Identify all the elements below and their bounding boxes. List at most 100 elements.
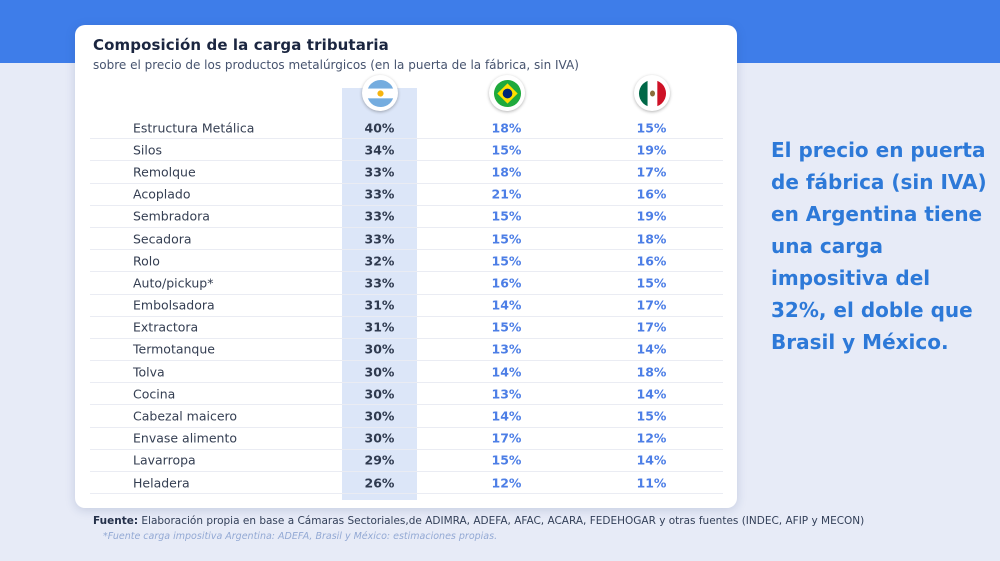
mexico-value: 19% xyxy=(636,208,667,224)
product-label: Acoplado xyxy=(133,186,191,202)
table-row: Cabezal maicero 30% 14% 15% xyxy=(90,405,723,428)
mexico-value: 14% xyxy=(636,341,667,357)
table-row: Remolque 33% 18% 17% xyxy=(90,161,723,184)
mexico-value: 15% xyxy=(636,408,667,424)
argentina-value: 40% xyxy=(364,120,395,136)
table-row: Termotanque 30% 13% 14% xyxy=(90,339,723,362)
table-row: Embolsadora 31% 14% 17% xyxy=(90,295,723,317)
brasil-value: 15% xyxy=(491,208,522,224)
product-label: Cocina xyxy=(133,386,176,402)
brasil-value: 14% xyxy=(491,297,522,313)
source-label: Fuente: xyxy=(93,515,139,527)
table-row: Secadora 33% 15% 18% xyxy=(90,228,723,251)
product-label: Rolo xyxy=(133,253,160,269)
mexico-value: 17% xyxy=(636,297,667,313)
brasil-value: 13% xyxy=(491,341,522,357)
product-label: Remolque xyxy=(133,164,196,180)
argentina-value: 33% xyxy=(364,186,395,202)
brasil-value: 16% xyxy=(491,275,522,291)
footer: Fuente: Elaboración propia en base a Cám… xyxy=(93,515,865,542)
product-label: Tolva xyxy=(133,364,165,380)
mexico-value: 18% xyxy=(636,231,667,247)
table-body: Estructura Metálica 40% 18% 15% Silos 34… xyxy=(90,117,723,495)
table-row: Auto/pickup* 33% 16% 15% xyxy=(90,272,723,295)
argentina-value: 33% xyxy=(364,231,395,247)
argentina-flag-icon xyxy=(362,75,398,111)
argentina-value: 26% xyxy=(364,475,395,491)
brasil-value: 15% xyxy=(491,142,522,158)
table-row: Cocina 30% 13% 14% xyxy=(90,383,723,406)
source-text: Fuente: Elaboración propia en base a Cám… xyxy=(93,515,865,527)
mexico-value: 19% xyxy=(636,142,667,158)
table-row: Extractora 31% 15% 17% xyxy=(90,317,723,339)
argentina-value: 34% xyxy=(364,142,395,158)
product-label: Sembradora xyxy=(133,208,210,224)
mexico-value: 17% xyxy=(636,164,667,180)
mexico-value: 18% xyxy=(636,364,667,380)
product-label: Cabezal maicero xyxy=(133,408,238,424)
product-label: Embolsadora xyxy=(133,297,215,313)
brasil-value: 14% xyxy=(491,408,522,424)
mexico-value: 11% xyxy=(636,475,667,491)
mexico-value: 15% xyxy=(636,120,667,136)
page-subtitle: sobre el precio de los productos metalúr… xyxy=(93,58,579,72)
mexico-value: 16% xyxy=(636,253,667,269)
callout-text: El precio en puerta de fábrica (sin IVA)… xyxy=(771,138,987,354)
product-label: Auto/pickup* xyxy=(133,275,214,291)
page-title: Composición de la carga tributaria xyxy=(93,36,389,54)
product-label: Termotanque xyxy=(133,341,215,357)
argentina-value: 31% xyxy=(364,319,395,335)
brazil-flag-icon xyxy=(489,75,525,111)
argentina-value: 30% xyxy=(364,408,395,424)
mexico-value: 17% xyxy=(636,319,667,335)
table-row: Silos 34% 15% 19% xyxy=(90,139,723,162)
argentina-value: 30% xyxy=(364,341,395,357)
tax-table: Estructura Metálica 40% 18% 15% Silos 34… xyxy=(75,25,737,508)
brasil-value: 15% xyxy=(491,253,522,269)
product-label: Lavarropa xyxy=(133,452,196,468)
brasil-value: 21% xyxy=(491,186,522,202)
argentina-value: 33% xyxy=(364,275,395,291)
mexico-value: 16% xyxy=(636,186,667,202)
argentina-value: 33% xyxy=(364,164,395,180)
brasil-value: 15% xyxy=(491,319,522,335)
product-label: Estructura Metálica xyxy=(133,120,255,136)
mexico-value: 12% xyxy=(636,430,667,446)
argentina-value: 29% xyxy=(364,452,395,468)
table-row: Heladera 26% 12% 11% xyxy=(90,472,723,495)
mexico-value: 14% xyxy=(636,386,667,402)
table-row: Acoplado 33% 21% 16% xyxy=(90,184,723,206)
argentina-value: 33% xyxy=(364,208,395,224)
product-label: Heladera xyxy=(133,475,190,491)
table-row: Envase alimento 30% 17% 12% xyxy=(90,428,723,450)
product-label: Extractora xyxy=(133,319,199,335)
table-row: Estructura Metálica 40% 18% 15% xyxy=(90,117,723,140)
brasil-value: 18% xyxy=(491,164,522,180)
brasil-value: 14% xyxy=(491,364,522,380)
brasil-value: 18% xyxy=(491,120,522,136)
mexico-value: 14% xyxy=(636,452,667,468)
argentina-value: 30% xyxy=(364,386,395,402)
argentina-value: 30% xyxy=(364,430,395,446)
brasil-value: 17% xyxy=(491,430,522,446)
table-row: Lavarropa 29% 15% 14% xyxy=(90,450,723,472)
chart-card: Composición de la carga tributaria sobre… xyxy=(75,25,737,508)
product-label: Silos xyxy=(133,142,163,158)
product-label: Secadora xyxy=(133,231,192,247)
product-label: Envase alimento xyxy=(133,430,237,446)
country-flags-header xyxy=(75,75,737,111)
brasil-value: 12% xyxy=(491,475,522,491)
brasil-value: 13% xyxy=(491,386,522,402)
brasil-value: 15% xyxy=(491,231,522,247)
mexico-flag-icon xyxy=(634,75,670,111)
source-footnote: *Fuente carga impositiva Argentina: ADEF… xyxy=(103,531,498,542)
argentina-value: 32% xyxy=(364,253,395,269)
brasil-value: 15% xyxy=(491,452,522,468)
mexico-value: 15% xyxy=(636,275,667,291)
argentina-value: 30% xyxy=(364,364,395,380)
table-row: Tolva 30% 14% 18% xyxy=(90,361,723,384)
table-row: Rolo 32% 15% 16% xyxy=(90,250,723,273)
argentina-value: 31% xyxy=(364,297,395,313)
card-header: Composición de la carga tributaria sobre… xyxy=(75,25,737,72)
table-row: Sembradora 33% 15% 19% xyxy=(90,206,723,228)
